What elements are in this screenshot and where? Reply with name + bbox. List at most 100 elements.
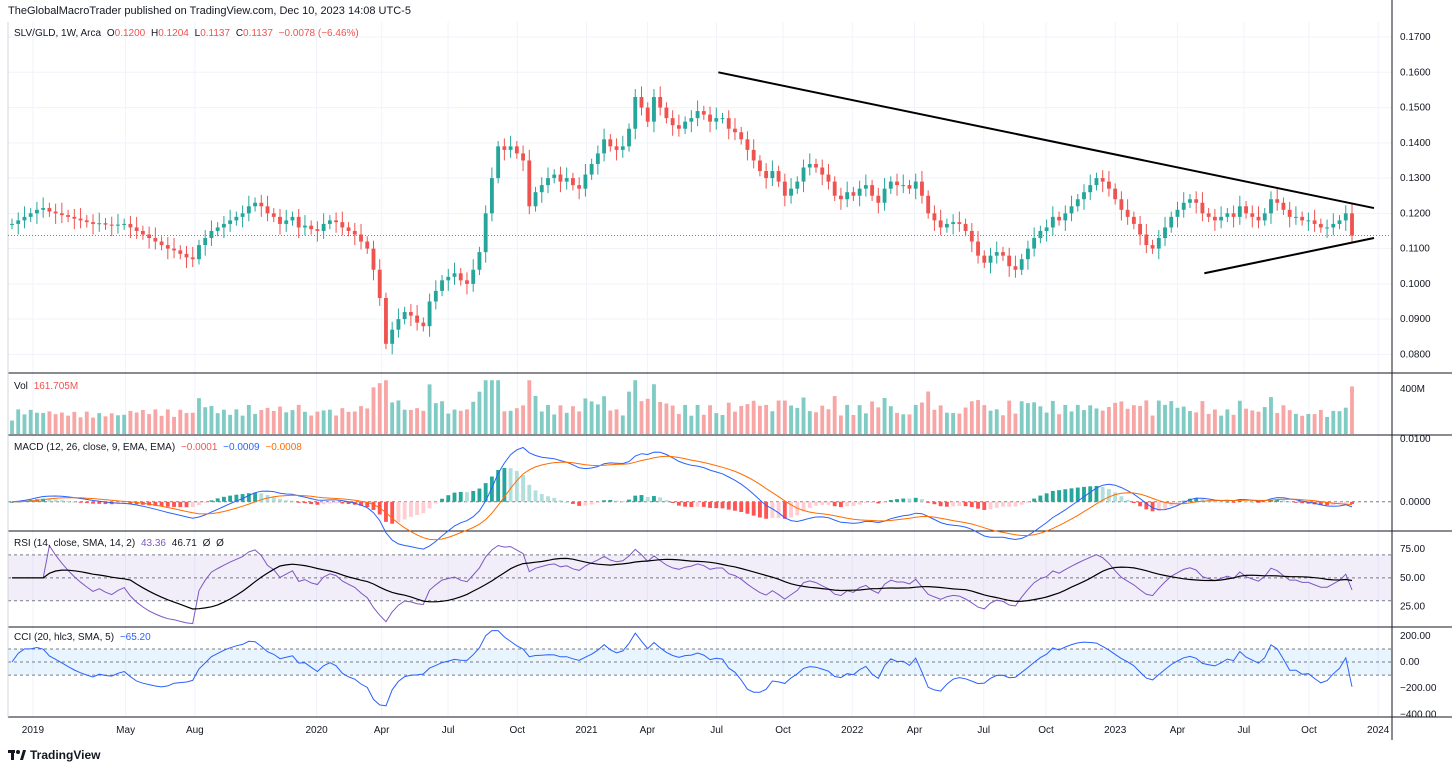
- volume-bar: [1306, 413, 1311, 434]
- macd-histogram-bar: [59, 500, 64, 502]
- macd-histogram-bar: [10, 501, 14, 503]
- volume-bar: [1175, 407, 1180, 434]
- macd-histogram-bar: [751, 501, 756, 516]
- volume-bar: [583, 398, 588, 434]
- candle-body: [701, 111, 706, 115]
- rsi-tick-label: 25.00: [1400, 602, 1425, 613]
- volume-bar: [1094, 408, 1099, 434]
- candle-body: [1275, 199, 1280, 203]
- macd-histogram-bar: [384, 501, 388, 522]
- macd-histogram-bar: [421, 501, 426, 514]
- candle-body: [1013, 266, 1018, 270]
- macd-histogram-bar: [1318, 501, 1323, 506]
- candle-body: [683, 121, 688, 129]
- macd-histogram-bar: [97, 501, 102, 504]
- volume-bar: [1082, 410, 1086, 434]
- candle-body: [1007, 255, 1012, 267]
- macd-histogram-bar: [994, 501, 999, 508]
- macd-histogram-bar: [652, 496, 656, 502]
- candle-body: [1200, 202, 1205, 214]
- macd-histogram-bar: [321, 501, 326, 505]
- volume-bar: [489, 380, 494, 434]
- symbol-label[interactable]: SLV/GLD, 1W, Arca: [14, 28, 102, 39]
- volume-bar: [390, 402, 395, 434]
- volume-bar: [327, 409, 332, 434]
- volume-bar: [907, 414, 912, 434]
- macd-histogram-bar: [913, 497, 918, 502]
- volume-bar: [895, 412, 899, 434]
- open-label: O: [106, 28, 115, 39]
- volume-bar: [483, 380, 488, 434]
- volume-bar: [764, 404, 769, 434]
- time-tick-label: 2024: [1367, 725, 1390, 736]
- candle-body: [41, 208, 46, 210]
- candle-body: [907, 185, 912, 189]
- time-tick-label: Oct: [775, 725, 791, 736]
- candle-body: [1281, 202, 1286, 210]
- candle-body: [1325, 227, 1329, 229]
- candle-body: [571, 178, 575, 186]
- macd-histogram-bar: [365, 501, 370, 508]
- candle-body: [1250, 213, 1255, 217]
- macd-histogram-bar: [988, 501, 993, 510]
- macd-histogram-bar: [334, 501, 339, 504]
- candle-body: [720, 118, 725, 120]
- cci-line: [11, 630, 1353, 707]
- candle-body: [165, 245, 170, 249]
- volume-bar: [814, 412, 818, 434]
- macd-histogram-bar: [901, 498, 906, 502]
- volume-bar: [920, 402, 924, 434]
- volume-bar: [384, 380, 388, 434]
- tradingview-logo[interactable]: TradingView: [8, 748, 100, 762]
- candle-body: [246, 206, 251, 214]
- candle-body: [882, 188, 887, 203]
- macd-histogram-bar: [1119, 496, 1124, 502]
- macd-histogram-bar: [1094, 485, 1099, 502]
- volume-bar: [371, 387, 376, 434]
- macd-histogram-bar: [390, 501, 395, 524]
- macd-histogram-bar: [764, 501, 769, 519]
- macd-histogram-bar: [178, 501, 183, 508]
- macd-histogram-bar: [190, 501, 195, 508]
- macd-histogram-bar: [608, 499, 613, 502]
- candle-body: [739, 132, 744, 140]
- volume-bar: [976, 400, 980, 434]
- candle-body: [334, 220, 339, 223]
- candle-body: [1350, 213, 1354, 236]
- high-value: 0.1204: [158, 28, 189, 39]
- cci-tick-label: −200.00: [1400, 683, 1437, 694]
- candle-body: [284, 220, 289, 224]
- volume-bar: [427, 384, 432, 434]
- candle-body: [645, 107, 650, 122]
- volume-bar: [172, 416, 176, 434]
- volume-bar: [639, 401, 644, 434]
- candle-body: [870, 185, 875, 196]
- volume-bar: [957, 413, 962, 434]
- candle-body: [53, 211, 58, 214]
- time-tick-label: May: [116, 725, 135, 736]
- time-tick-label: 2021: [575, 725, 598, 736]
- volume-bar: [1331, 410, 1336, 434]
- macd-histogram-bar: [857, 501, 862, 505]
- candle-body: [402, 312, 407, 320]
- candle-body: [78, 218, 83, 221]
- volume-bar: [527, 380, 532, 434]
- volume-bar: [165, 409, 170, 434]
- volume-bar: [982, 405, 987, 434]
- macd-histogram-bar: [539, 494, 544, 502]
- volume-bar: [246, 405, 251, 434]
- volume-bar: [1312, 414, 1317, 434]
- rsi-tick-label: 50.00: [1400, 573, 1425, 584]
- volume-bar: [309, 415, 314, 434]
- candle-body: [1138, 223, 1143, 235]
- candle-body: [215, 227, 220, 231]
- volume-bar: [558, 405, 563, 434]
- macd-histogram-bar: [1175, 501, 1180, 504]
- candle-body: [764, 171, 769, 179]
- macd-histogram-bar: [1287, 501, 1292, 503]
- volume-bar: [1057, 414, 1061, 434]
- time-tick-label: Oct: [510, 725, 526, 736]
- volume-bar: [402, 409, 407, 434]
- volume-bar: [801, 397, 806, 434]
